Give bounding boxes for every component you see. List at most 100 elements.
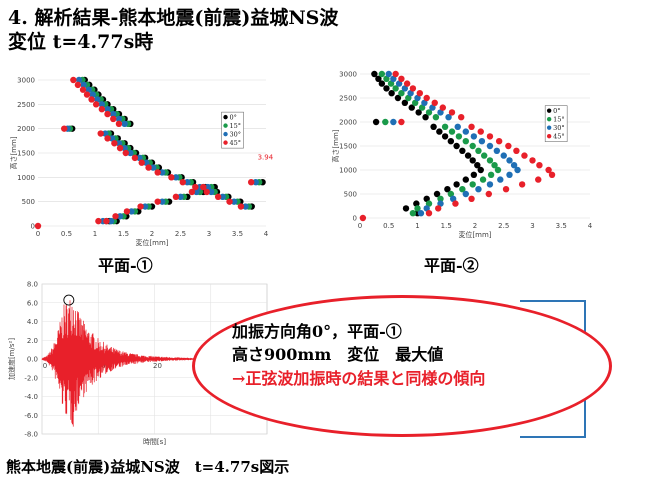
- data-point: [116, 213, 124, 220]
- data-point: [506, 157, 513, 164]
- y-axis-label: 高さ[mm]: [331, 129, 340, 162]
- data-point: [437, 109, 444, 116]
- legend-marker: [223, 140, 228, 145]
- legend-marker: [223, 123, 228, 128]
- x-tick-label: 0: [43, 362, 47, 370]
- data-point: [390, 118, 397, 126]
- y-tick-label: 0: [31, 223, 35, 231]
- data-point: [486, 157, 494, 164]
- x-tick-label: 2.5: [498, 222, 509, 230]
- x-tick-label: 2.5: [175, 230, 186, 238]
- data-point: [405, 94, 412, 102]
- y-tick-label: 2500: [339, 95, 357, 103]
- data-point: [433, 190, 441, 198]
- y-axis-label: 加速度[m/s²]: [7, 338, 16, 380]
- data-point: [529, 157, 536, 164]
- data-point: [422, 114, 429, 121]
- data-point: [188, 188, 196, 196]
- data-point: [436, 128, 443, 135]
- data-point: [464, 152, 472, 159]
- y-tick-label: 1000: [339, 167, 357, 175]
- x-tick-label: 0.5: [383, 222, 394, 230]
- data-point: [159, 198, 166, 205]
- data-point: [469, 181, 476, 188]
- y-tick-label: 500: [22, 198, 35, 206]
- data-point: [500, 152, 507, 159]
- data-point: [421, 99, 428, 106]
- data-point: [401, 99, 409, 106]
- data-point: [102, 130, 109, 137]
- data-point: [145, 164, 152, 171]
- data-point: [83, 91, 91, 98]
- legend-entry: 0°: [553, 107, 560, 115]
- data-point: [430, 123, 437, 130]
- data-point: [104, 110, 111, 118]
- data-point: [34, 222, 42, 230]
- data-point: [385, 70, 392, 78]
- data-point: [382, 118, 389, 126]
- data-point: [136, 154, 143, 162]
- data-point: [423, 195, 430, 202]
- data-point: [425, 200, 433, 207]
- data-point: [359, 214, 367, 222]
- data-point: [387, 80, 395, 87]
- data-point: [252, 179, 259, 186]
- data-point: [458, 114, 465, 121]
- data-point: [417, 210, 425, 217]
- data-point: [103, 217, 110, 225]
- y-axis-label: 高さ[mm]: [9, 136, 18, 169]
- y-tick-label: 0.0: [27, 356, 38, 364]
- data-point: [505, 142, 512, 150]
- data-point: [435, 205, 442, 212]
- plane-1-label: 平面-①: [98, 256, 153, 275]
- data-point: [204, 183, 212, 191]
- data-point: [398, 75, 405, 82]
- data-point: [383, 75, 390, 82]
- data-point: [392, 70, 399, 78]
- data-point: [459, 186, 466, 193]
- callout-line-1: 加振方向角0°，平面-①: [232, 322, 402, 341]
- data-point: [230, 198, 238, 205]
- data-point: [398, 118, 405, 126]
- x-tick-label: 0: [36, 230, 40, 238]
- data-point: [154, 169, 161, 176]
- data-point: [88, 96, 95, 103]
- x-tick-label: 4: [264, 230, 269, 238]
- data-point: [462, 128, 469, 135]
- data-point: [468, 123, 475, 130]
- data-point: [395, 80, 403, 87]
- data-point: [242, 203, 249, 210]
- legend-box: [221, 111, 244, 149]
- data-point: [513, 147, 520, 154]
- y-tick-label: 3000: [339, 71, 357, 79]
- data-point: [192, 183, 199, 191]
- data-point: [378, 80, 386, 87]
- data-point: [453, 142, 460, 150]
- data-point: [441, 133, 449, 140]
- data-point: [398, 90, 405, 97]
- data-point: [226, 198, 233, 205]
- data-point: [454, 123, 461, 130]
- data-point: [97, 130, 104, 137]
- data-point: [107, 217, 115, 225]
- x-tick-label: 1: [93, 230, 97, 238]
- y-tick-label: 500: [344, 191, 357, 199]
- data-point: [485, 190, 492, 198]
- data-point: [177, 193, 184, 200]
- data-point: [378, 70, 386, 78]
- data-point: [477, 166, 484, 174]
- data-point: [79, 86, 87, 93]
- y-tick-label: -4.0: [24, 393, 38, 401]
- data-point: [408, 104, 415, 111]
- data-point: [74, 81, 82, 89]
- data-point: [70, 76, 77, 84]
- data-point: [89, 91, 96, 98]
- data-point: [462, 176, 469, 183]
- data-point: [127, 149, 134, 157]
- data-point: [445, 114, 452, 121]
- scatter-chart-plane-2: 0 500 1000 1500 2000 2500 3000 0 0.5 1 1.5 2 2.5 3 3.5…: [331, 70, 593, 240]
- data-point: [219, 193, 226, 200]
- data-point: [108, 135, 116, 142]
- data-point: [208, 188, 215, 196]
- data-point: [143, 159, 150, 166]
